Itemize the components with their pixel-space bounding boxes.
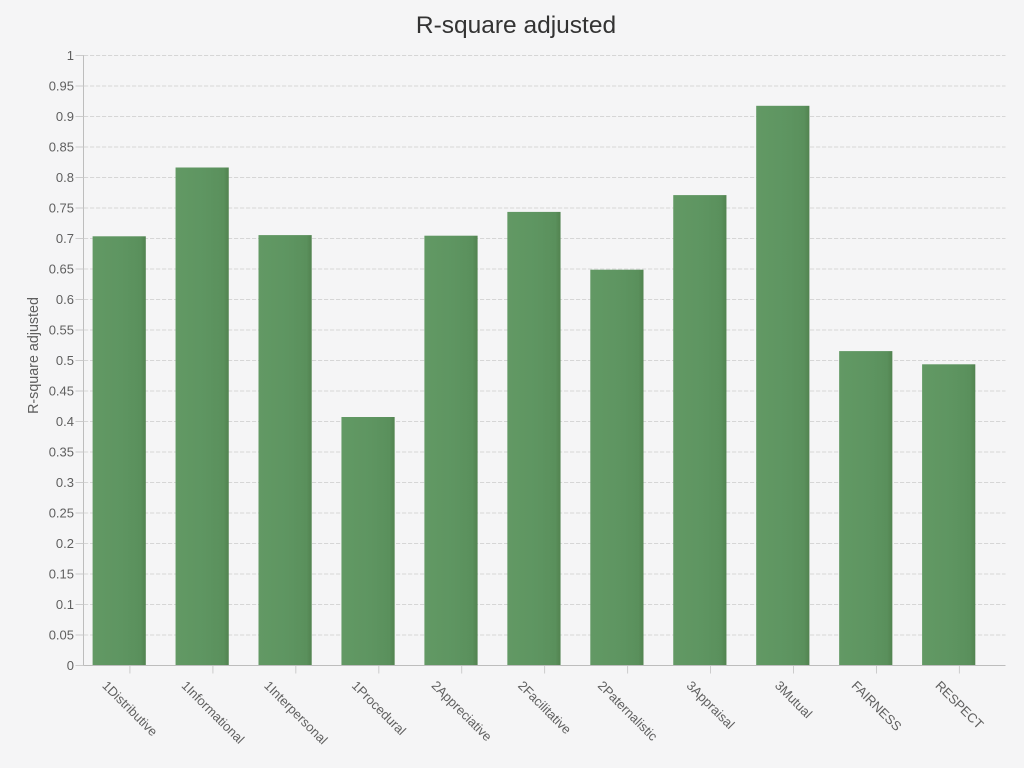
svg-text:0.45: 0.45 <box>49 384 74 399</box>
svg-text:0.4: 0.4 <box>56 414 74 429</box>
svg-text:R-square adjusted: R-square adjusted <box>416 12 616 39</box>
svg-text:0.9: 0.9 <box>56 109 74 124</box>
svg-text:0.1: 0.1 <box>56 597 74 612</box>
svg-text:0.7: 0.7 <box>56 231 74 246</box>
svg-text:1: 1 <box>67 48 74 63</box>
svg-text:0.35: 0.35 <box>49 445 74 460</box>
svg-text:0.95: 0.95 <box>49 79 74 94</box>
svg-text:R-square adjusted: R-square adjusted <box>26 297 42 414</box>
svg-text:0.55: 0.55 <box>49 323 74 338</box>
svg-text:0.65: 0.65 <box>49 262 74 277</box>
svg-text:0.75: 0.75 <box>49 201 74 216</box>
svg-text:0.5: 0.5 <box>56 353 74 368</box>
svg-text:0.8: 0.8 <box>56 170 74 185</box>
svg-text:0.05: 0.05 <box>49 628 74 643</box>
svg-text:0.6: 0.6 <box>56 292 74 307</box>
svg-text:0.85: 0.85 <box>49 140 74 155</box>
svg-text:0.3: 0.3 <box>56 475 74 490</box>
svg-text:0.15: 0.15 <box>49 567 74 582</box>
svg-text:0.25: 0.25 <box>49 506 74 521</box>
svg-text:0.2: 0.2 <box>56 536 74 551</box>
svg-text:0: 0 <box>67 658 74 673</box>
